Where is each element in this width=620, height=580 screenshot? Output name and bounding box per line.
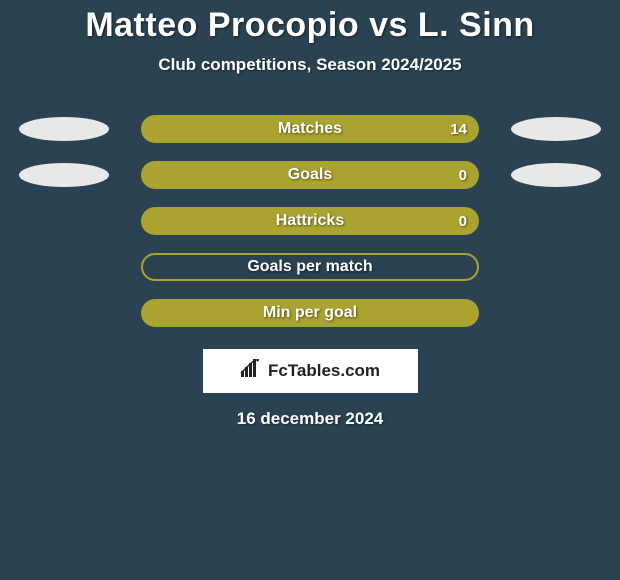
page-subtitle: Club competitions, Season 2024/2025 (0, 55, 620, 75)
stat-bar: Goals 0 (141, 161, 479, 189)
stat-row: Goals 0 (0, 161, 620, 189)
stat-bar-label: Hattricks (276, 212, 344, 230)
right-marker-ellipse (511, 163, 601, 187)
stat-bar: Goals per match (141, 253, 479, 281)
page-title: Matteo Procopio vs L. Sinn (0, 0, 620, 45)
stat-bar-value: 0 (459, 213, 467, 230)
left-marker-spacer (19, 209, 109, 233)
left-marker-ellipse (19, 117, 109, 141)
stat-bar: Hattricks 0 (141, 207, 479, 235)
stat-row: Matches 14 (0, 115, 620, 143)
stat-bar-value: 0 (459, 167, 467, 184)
stat-row: Goals per match (0, 253, 620, 281)
logo-box: FcTables.com (203, 349, 418, 393)
footer-date: 16 december 2024 (0, 409, 620, 429)
stat-bar-label: Goals per match (247, 258, 372, 276)
stat-row: Hattricks 0 (0, 207, 620, 235)
stat-bar-value: 14 (450, 121, 467, 138)
stat-bar-label: Matches (278, 120, 342, 138)
logo-text: FcTables.com (268, 361, 380, 381)
left-marker-spacer (19, 255, 109, 279)
right-marker-spacer (511, 209, 601, 233)
stat-bar-label: Min per goal (263, 304, 357, 322)
stat-row: Min per goal (0, 299, 620, 327)
left-marker-ellipse (19, 163, 109, 187)
bars-icon (240, 359, 262, 384)
stat-rows: Matches 14 Goals 0 Hattricks 0 Goals per match… (0, 115, 620, 327)
stat-bar-label: Goals (288, 166, 332, 184)
left-marker-spacer (19, 301, 109, 325)
right-marker-spacer (511, 301, 601, 325)
stat-bar: Matches 14 (141, 115, 479, 143)
stat-bar: Min per goal (141, 299, 479, 327)
right-marker-ellipse (511, 117, 601, 141)
right-marker-spacer (511, 255, 601, 279)
